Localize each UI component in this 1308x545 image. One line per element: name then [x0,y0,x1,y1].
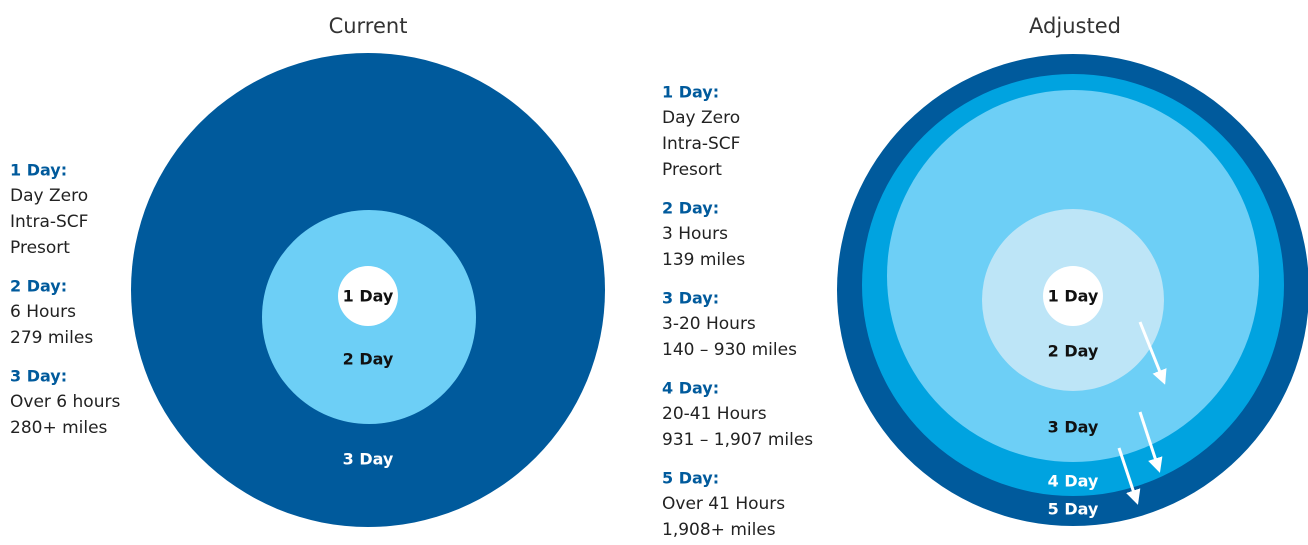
legend-line: Day Zero [10,186,88,206]
legend-heading: 2 Day: [10,277,67,296]
legend-line: Intra-SCF [10,212,88,232]
legend-heading: 1 Day: [10,161,67,180]
legend-line: 139 miles [662,250,745,270]
legend-line: Over 6 hours [10,392,120,412]
legend-line: Intra-SCF [662,134,740,154]
ring-label: 1 Day [343,287,394,306]
ring-label: 3 Day [1048,418,1099,437]
ring-label: 2 Day [343,350,394,369]
legend-line: 1,908+ miles [662,520,776,540]
legend-line: Day Zero [662,108,740,128]
legend-heading: 3 Day: [662,289,719,308]
legend-line: 931 – 1,907 miles [662,430,813,450]
legends: 1 Day: Day Zero Intra-SCF Presort 2 Day: 6 Ho… [10,83,813,541]
legend-line: 279 miles [10,328,93,348]
legend-line: 3 Hours [662,224,728,244]
ring-label: 5 Day [1048,500,1099,519]
arrows [1117,321,1167,505]
legend-line: 6 Hours [10,302,76,322]
legend-line: 280+ miles [10,418,108,438]
legend-line: Presort [662,160,722,180]
legend-line: 140 – 930 miles [662,340,797,360]
legend-line: 3-20 Hours [662,314,756,334]
ring [338,266,398,326]
title: Current [329,14,408,38]
legend-heading: 3 Day: [10,367,67,386]
ring [1043,266,1103,326]
title: Adjusted [1029,14,1121,38]
ring-label: 1 Day [1048,287,1099,306]
legend-heading: 2 Day: [662,199,719,218]
legend-heading: 5 Day: [662,469,719,488]
legend-heading: 4 Day: [662,379,719,398]
legend-heading: 1 Day: [662,83,719,102]
ring-label: 3 Day [343,450,394,469]
legend-line: Presort [10,238,70,258]
ring-label: 2 Day [1048,342,1099,361]
ring-label: 4 Day [1048,472,1099,491]
legend-line: 20-41 Hours [662,404,767,424]
legend-line: Over 41 Hours [662,494,785,514]
